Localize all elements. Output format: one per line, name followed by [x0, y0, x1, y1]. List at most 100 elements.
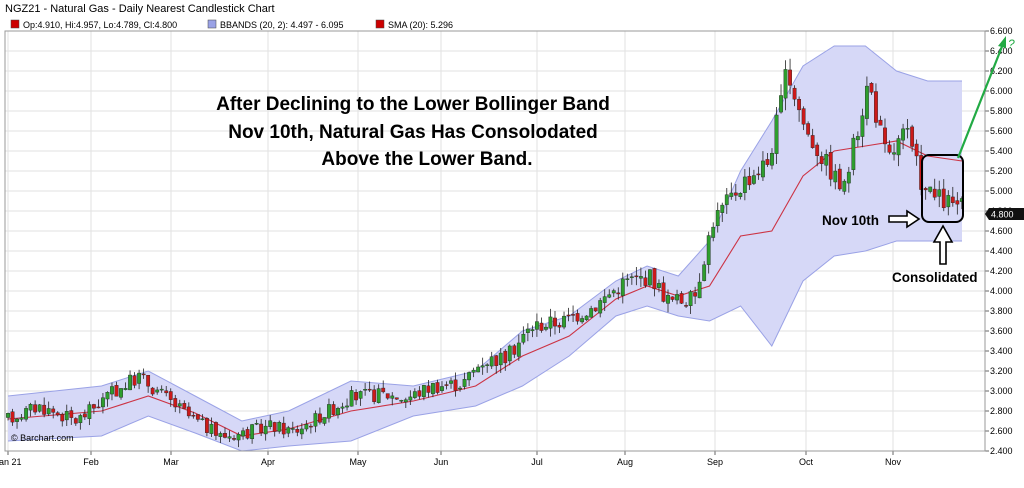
candle-down — [195, 414, 200, 420]
candle-up — [137, 372, 141, 384]
candle-up — [345, 405, 349, 408]
nov10-annotation: Nov 10th — [822, 209, 921, 229]
nov10-label: Nov 10th — [822, 213, 879, 228]
candle-down — [164, 390, 169, 394]
y-tick-label: 4.000 — [990, 286, 1013, 296]
candle-down — [593, 307, 598, 312]
candle-up — [697, 281, 702, 299]
candle-down — [801, 108, 806, 125]
candle-up — [268, 420, 273, 427]
candle-up — [471, 369, 476, 373]
candle-down — [883, 127, 887, 145]
candle-up — [485, 364, 490, 366]
y-tick-label: 5.600 — [990, 126, 1013, 136]
x-axis: Jan 21 Feb Mar Apr May Jun Jul Aug Sep Oct Nov — [0, 451, 901, 467]
candle-down — [932, 188, 937, 198]
candle-up — [842, 180, 847, 192]
candle-up — [110, 386, 114, 395]
candle-down — [797, 99, 802, 111]
candle-up — [855, 136, 860, 141]
candle-down — [887, 144, 892, 153]
y-tick-label: 3.000 — [990, 386, 1013, 396]
sma-line — [7, 140, 963, 437]
candle-up — [666, 295, 670, 304]
candle-up — [928, 186, 933, 192]
candle-up — [860, 115, 865, 137]
consolidated-label: Consolidated — [892, 270, 978, 285]
candle-up — [403, 399, 408, 403]
candle-down — [82, 413, 87, 418]
candle-up — [675, 294, 679, 301]
candle-up — [412, 391, 417, 398]
projection-arrowhead-icon — [998, 36, 1006, 48]
candle-up — [101, 397, 105, 408]
candle-up — [250, 424, 255, 440]
candle-down — [435, 382, 440, 393]
candle-up — [480, 365, 485, 368]
nov10-arrow-icon — [888, 209, 921, 229]
up-arrow-icon — [932, 224, 954, 265]
candle-down — [281, 422, 286, 435]
candle-down — [941, 188, 946, 209]
candle-down — [426, 385, 431, 393]
candle-down — [792, 87, 797, 100]
candle-up — [119, 388, 123, 398]
candle-down — [150, 387, 155, 395]
y-tick-label: 5.800 — [990, 106, 1013, 116]
candle-down — [186, 406, 191, 417]
candle-up — [521, 333, 526, 343]
candle-down — [661, 282, 666, 302]
headline-line-1: After Declining to the Lower Bollinger B… — [216, 94, 610, 115]
legend-ohlc-swatch — [10, 19, 20, 29]
candle-up — [123, 388, 128, 390]
candle-up — [6, 413, 10, 418]
candle-up — [846, 171, 851, 184]
candle-up — [562, 315, 566, 328]
candle-down — [878, 119, 883, 126]
candle-up — [729, 192, 734, 197]
candle-down — [168, 391, 173, 400]
candle-up — [340, 406, 345, 409]
candle-up — [46, 408, 51, 415]
candle-up — [761, 160, 765, 178]
candle-up — [901, 128, 905, 141]
candle-down — [141, 373, 146, 376]
candle-down — [91, 404, 96, 409]
candle-down — [182, 403, 187, 409]
candle-up — [399, 400, 404, 402]
projection-arrow: ? — [956, 36, 1015, 159]
y-tick-label: 3.800 — [990, 306, 1013, 316]
consolidation-box — [921, 154, 964, 223]
candle-down — [503, 350, 508, 364]
candle-up — [277, 422, 282, 432]
candle-up — [376, 388, 381, 403]
candle-down — [643, 277, 648, 286]
candle-down — [684, 305, 688, 307]
candle-up — [440, 386, 444, 391]
candle-up — [742, 176, 747, 193]
candle-up — [209, 423, 214, 434]
candle-up — [625, 278, 630, 280]
legend-sma: SMA (20): 5.296 — [388, 20, 453, 30]
candle-up — [851, 137, 856, 170]
x-tick-label: Jan 21 — [0, 457, 22, 467]
candle-down — [869, 82, 874, 93]
last-value-marker: 4.800 — [985, 208, 1024, 220]
candle-up — [64, 411, 69, 421]
candle-up — [507, 345, 512, 362]
candle-down — [652, 268, 657, 290]
candle-up — [159, 388, 164, 391]
candle-up — [322, 417, 327, 424]
candle-down — [367, 388, 372, 391]
candle-up — [254, 423, 259, 425]
candle-up — [715, 210, 720, 227]
candle-up — [589, 308, 594, 318]
candle-up — [544, 326, 548, 330]
plot-frame — [4, 30, 986, 452]
candle-up — [467, 372, 471, 381]
candle-down — [60, 414, 65, 422]
candle-down — [566, 314, 571, 317]
candle-down — [73, 418, 78, 424]
candle-up — [408, 396, 413, 401]
